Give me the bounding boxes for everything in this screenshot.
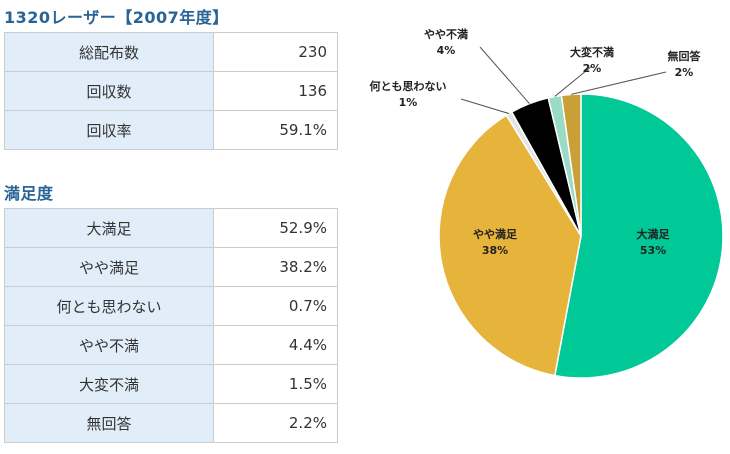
leader-line-very-dissatisfied <box>554 65 593 97</box>
table-row: 回収数 136 <box>4 71 338 111</box>
page-title: 1320レーザー【2007年度】 <box>4 8 229 27</box>
slice-percent-label: 53% <box>640 244 666 257</box>
table-row: 総配布数 230 <box>4 32 338 72</box>
slice-name-label: やや不満 <box>424 27 468 41</box>
pie-slice-somewhat-satisfied <box>438 114 582 377</box>
slice-percent-label: 2% <box>675 66 694 79</box>
row-label: 何とも思わない <box>4 286 214 326</box>
slice-percent-label: 2% <box>583 62 602 75</box>
slice-percent-label: 4% <box>437 44 456 57</box>
row-value: 2.2% <box>213 403 338 443</box>
row-value: 52.9% <box>213 208 338 248</box>
row-label: 回収数 <box>4 71 214 111</box>
slice-percent-label: 38% <box>482 244 508 257</box>
table-row: 無回答 2.2% <box>4 403 338 443</box>
slice-name-label: 何とも思わない <box>370 79 447 93</box>
row-label: やや不満 <box>4 325 214 365</box>
row-label: 総配布数 <box>4 32 214 72</box>
slice-percent-label: 1% <box>399 96 418 109</box>
row-value: 0.7% <box>213 286 338 326</box>
leader-line-somewhat-dissatisfied <box>479 46 530 104</box>
row-label: やや満足 <box>4 247 214 287</box>
row-label: 大変不満 <box>4 364 214 404</box>
slice-name-label: 無回答 <box>668 49 702 63</box>
leader-line-no-answer <box>571 71 667 95</box>
table-row: 大変不満 1.5% <box>4 364 338 404</box>
slice-name-label: 大満足 <box>637 227 671 241</box>
section-title: 満足度 <box>4 184 54 203</box>
row-value: 1.5% <box>213 364 338 404</box>
pie-slice-very-satisfied <box>553 93 724 379</box>
table-row: 大満足 52.9% <box>4 208 338 248</box>
table-row: やや満足 38.2% <box>4 247 338 287</box>
table-row: やや不満 4.4% <box>4 325 338 365</box>
leader-line-neutral <box>460 98 510 115</box>
row-value: 4.4% <box>213 325 338 365</box>
row-label: 回収率 <box>4 110 214 150</box>
row-value: 230 <box>213 32 338 72</box>
summary-table: 総配布数 230 回収数 136 回収率 59.1% <box>4 32 338 150</box>
slice-name-label: 大変不満 <box>570 45 614 59</box>
slice-name-label: やや満足 <box>473 227 518 241</box>
satisfaction-table: 大満足 52.9% やや満足 38.2% 何とも思わない 0.7% やや不満 4… <box>4 208 338 443</box>
row-value: 38.2% <box>213 247 338 287</box>
table-row: 何とも思わない 0.7% <box>4 286 338 326</box>
satisfaction-pie-chart: 大満足 53% やや満足 38% 何とも思わない 1% やや不満 4% 大変不満 2% 無回答 2% <box>370 27 724 379</box>
row-value: 59.1% <box>213 110 338 150</box>
row-label: 大満足 <box>4 208 214 248</box>
row-value: 136 <box>213 71 338 111</box>
table-row: 回収率 59.1% <box>4 110 338 150</box>
row-label: 無回答 <box>4 403 214 443</box>
pie-slice-no-answer <box>560 93 582 237</box>
